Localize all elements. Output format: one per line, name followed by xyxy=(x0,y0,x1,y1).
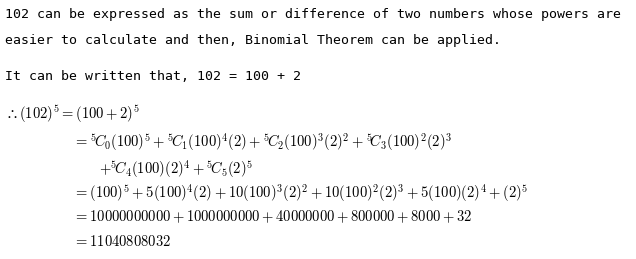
Text: $=(100)^5+5(100)^4(2)+10(100)^3(2)^2+10(100)^2(2)^3+5(100)(2)^4+(2)^5$: $=(100)^5+5(100)^4(2)+10(100)^3(2)^2+10(… xyxy=(73,183,529,204)
Text: $=11040808032$: $=11040808032$ xyxy=(73,234,171,249)
Text: $={}^5\!C_0(100)^5+{}^5\!C_1(100)^4(2)+{}^5\!C_2(100)^3(2)^2+{}^5\!C_3(100)^2(2): $={}^5\!C_0(100)^5+{}^5\!C_1(100)^4(2)+{… xyxy=(73,131,452,153)
Text: $+{}^5\!C_4(100)(2)^4+{}^5\!C_5(2)^5$: $+{}^5\!C_4(100)(2)^4+{}^5\!C_5(2)^5$ xyxy=(99,158,252,180)
Text: $\therefore(102)^5=(100+2)^5$: $\therefore(102)^5=(100+2)^5$ xyxy=(5,104,140,125)
Text: $=10000000000+1000000000+40000000+800000+8000+32$: $=10000000000+1000000000+40000000+800000… xyxy=(73,208,472,225)
Text: It can be written that, 102 = 100 + 2: It can be written that, 102 = 100 + 2 xyxy=(5,70,301,83)
Text: 102 can be expressed as the sum or difference of two numbers whose powers are: 102 can be expressed as the sum or diffe… xyxy=(5,8,621,21)
Text: easier to calculate and then, Binomial Theorem can be applied.: easier to calculate and then, Binomial T… xyxy=(5,34,501,47)
